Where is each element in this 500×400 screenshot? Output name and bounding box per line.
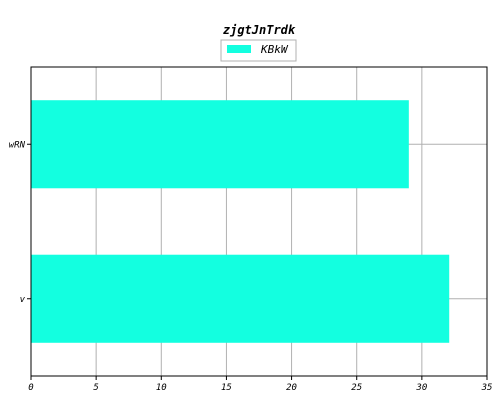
y-tick-label: wRN — [9, 140, 26, 150]
legend: KBkW — [220, 39, 297, 62]
x-tick-label: 15 — [221, 383, 232, 393]
x-tick-label: 0 — [28, 383, 33, 393]
x-tick-label: 30 — [415, 383, 427, 393]
x-tick-label: 20 — [286, 383, 297, 393]
x-tick-label: 5 — [93, 383, 98, 393]
x-tick-label: 10 — [156, 383, 167, 393]
x-tick-label: 25 — [351, 383, 362, 393]
plot-frame — [30, 66, 488, 377]
bars — [31, 100, 450, 343]
bar-wRN — [31, 100, 409, 189]
chart-title: zjgtJnTrdk — [223, 23, 296, 37]
y-tick-label: v — [20, 295, 26, 305]
y-axis: v wRN — [9, 140, 31, 305]
legend-swatch — [227, 45, 251, 53]
x-axis: 0 5 10 15 20 25 30 35 — [28, 376, 492, 393]
bar-v — [31, 254, 450, 343]
legend-label: KBkW — [260, 43, 289, 56]
x-tick-label: 35 — [481, 383, 493, 393]
